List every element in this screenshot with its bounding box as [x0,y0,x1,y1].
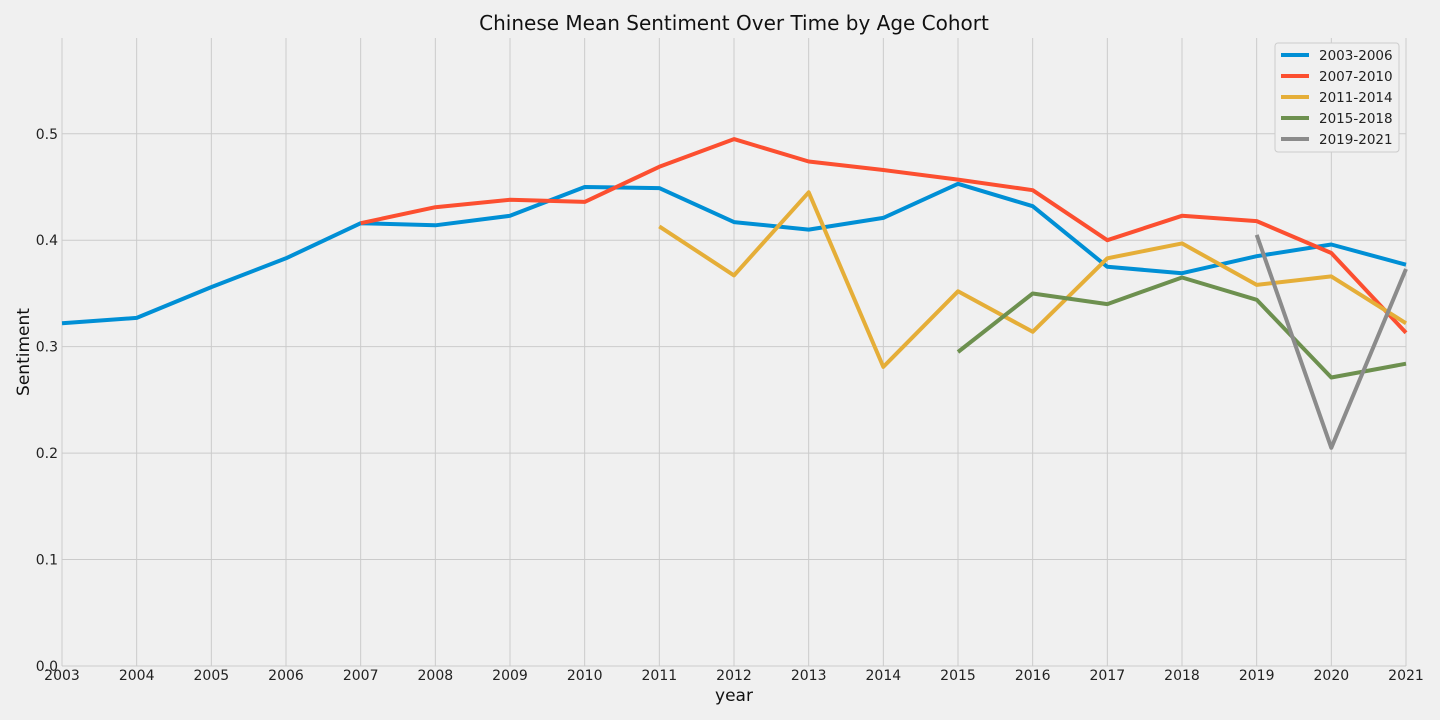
x-tick-label: 2015 [940,668,976,684]
legend: 2003-2006 2007-2010 2011-2014 2015-2018 2019… [1274,42,1400,153]
chart-title: Chinese Mean Sentiment Over Time by Age … [479,11,989,35]
y-tick-label: 0.5 [36,127,58,143]
x-tick-label: 2005 [194,668,230,684]
y-tick-label: 0.2 [36,446,58,462]
y-tick-label: 0.4 [36,233,58,249]
x-tick-label: 2014 [866,668,902,684]
x-axis-label: year [715,686,753,706]
x-tick-label: 2010 [567,668,603,684]
series-line-2015-2018 [956,275,1407,380]
x-tick-label: 2011 [642,668,678,684]
series-lines [61,137,1408,450]
legend-label: 2015-2018 [1319,111,1393,127]
x-tick-label: 2012 [716,668,752,684]
y-tick-label: 0.0 [36,659,58,675]
legend-label: 2011-2014 [1319,90,1393,106]
y-axis-label: Sentiment [14,308,34,396]
legend-label: 2003-2006 [1319,48,1393,64]
x-tick-label: 2007 [343,668,379,684]
series-line-2019-2021 [1254,234,1408,450]
y-tick-label: 0.1 [36,553,58,569]
y-tick-label: 0.3 [36,340,58,356]
x-tick-label: 2016 [1015,668,1051,684]
x-tick-label: 2020 [1314,668,1350,684]
grid [61,38,1407,667]
series-line-2011-2014 [658,190,1408,369]
legend-label: 2019-2021 [1319,132,1393,148]
x-tick-label: 2008 [418,668,454,684]
x-tick-labels: 2003 2004 2005 2006 2007 2008 2009 2010 2011 2012… [44,668,1424,684]
x-tick-label: 2006 [268,668,304,684]
x-tick-label: 2021 [1388,668,1424,684]
legend-label: 2007-2010 [1319,69,1393,85]
x-tick-label: 2019 [1239,668,1275,684]
series-line-2007-2010 [360,137,1408,335]
x-tick-label: 2003 [44,668,80,684]
series-line-2003-2006 [61,181,1407,326]
y-tick-labels: 0.0 0.1 0.2 0.3 0.4 0.5 [36,127,58,675]
x-tick-label: 2018 [1164,668,1200,684]
x-tick-label: 2009 [492,668,528,684]
legend-box [1274,42,1400,153]
x-tick-label: 2004 [119,668,155,684]
x-tick-label: 2017 [1090,668,1126,684]
x-tick-label: 2013 [791,668,827,684]
